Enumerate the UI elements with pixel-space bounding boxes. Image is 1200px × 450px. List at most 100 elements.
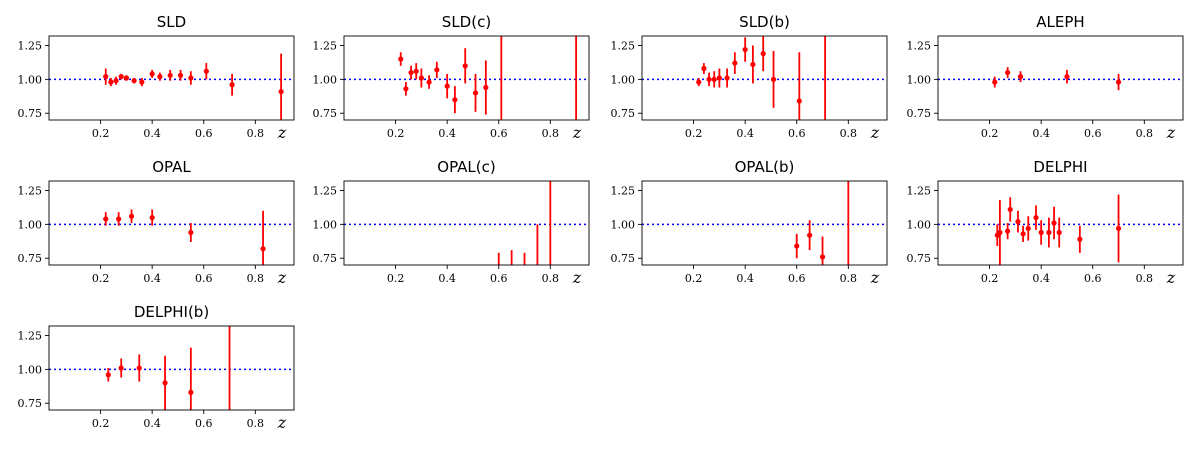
- data-layer: [992, 67, 1122, 91]
- x-tick-label: 0.8: [840, 127, 858, 140]
- data-layer: [994, 194, 1122, 265]
- data-point: [157, 74, 163, 80]
- data-point: [462, 63, 468, 69]
- x-tick-label: 0.8: [542, 127, 560, 140]
- data-point: [1077, 236, 1083, 242]
- data-point: [997, 229, 1003, 236]
- x-tick-label: 0.4: [143, 417, 161, 430]
- axes-frame: [48, 180, 295, 266]
- panel-title: DELPHI: [1033, 158, 1087, 176]
- y-tick-label: 0.75: [907, 107, 932, 120]
- data-point: [408, 69, 414, 76]
- y-tick-label: 1.00: [18, 73, 43, 86]
- x-tick-label: 0.6: [788, 272, 806, 285]
- data-point: [807, 232, 813, 238]
- panel-7: DELPHI 0.75 1.00 1.25 0.2 0.4 0.6 0.8 z: [907, 158, 1184, 287]
- y-tick-label: 1.00: [18, 218, 43, 231]
- data-point: [452, 97, 458, 103]
- data-point: [1064, 74, 1070, 80]
- data-point: [1033, 214, 1039, 221]
- x-tick-label: 0.2: [387, 272, 405, 285]
- y-tick-label: 1.25: [18, 39, 43, 52]
- data-point: [1017, 74, 1024, 80]
- data-point: [123, 75, 129, 81]
- panel-title: OPAL(c): [437, 158, 495, 176]
- y-tick-label: 0.75: [313, 107, 338, 120]
- x-tick-label: 0.4: [736, 272, 754, 285]
- x-tick-label: 0.8: [1136, 127, 1154, 140]
- data-point: [1051, 220, 1057, 226]
- panel-2: SLD(b) 0.75 1.00 1.25 0.2 0.4 0.6 0.8 z: [611, 13, 888, 142]
- data-point: [103, 74, 109, 80]
- y-tick-label: 1.25: [611, 39, 636, 52]
- x-tick-label: 0.6: [788, 127, 806, 140]
- x-tick-label: 0.2: [92, 417, 110, 430]
- x-axis-label: z: [277, 413, 287, 432]
- data-point: [711, 76, 717, 82]
- data-point: [128, 213, 135, 219]
- x-tick-label: 0.4: [438, 127, 456, 140]
- data-point: [188, 75, 194, 81]
- x-tick-label: 0.6: [195, 127, 213, 140]
- data-point: [742, 46, 748, 53]
- axes-frame: [641, 35, 888, 121]
- y-tick-label: 1.25: [18, 329, 43, 342]
- y-tick-label: 1.00: [611, 73, 636, 86]
- data-layer: [794, 181, 850, 265]
- data-point: [278, 88, 284, 95]
- y-tick-label: 0.75: [611, 252, 636, 265]
- data-point: [149, 214, 155, 221]
- data-point: [434, 67, 440, 73]
- axes-frame: [937, 180, 1184, 266]
- x-tick-label: 0.6: [1084, 127, 1102, 140]
- data-layer: [398, 36, 578, 120]
- x-tick-label: 0.4: [143, 127, 161, 140]
- x-tick-label: 0.6: [490, 272, 508, 285]
- data-point: [1020, 231, 1026, 237]
- x-tick-label: 0.6: [195, 417, 213, 430]
- data-layer: [103, 209, 266, 265]
- y-tick-label: 0.75: [313, 252, 338, 265]
- x-axis-label: z: [572, 123, 582, 142]
- x-tick-label: 0.4: [143, 272, 161, 285]
- data-point: [108, 79, 114, 85]
- x-axis-label: z: [277, 268, 287, 287]
- data-point: [136, 365, 142, 371]
- data-point: [188, 389, 194, 395]
- x-tick-label: 0.8: [542, 272, 560, 285]
- y-tick-label: 1.00: [611, 218, 636, 231]
- x-tick-label: 0.2: [685, 272, 703, 285]
- data-point: [177, 72, 184, 78]
- data-point: [1056, 229, 1062, 236]
- data-point: [167, 72, 173, 78]
- data-point: [203, 68, 209, 74]
- panel-3: ALEPH 0.75 1.00 1.25 0.2 0.4 0.6 0.8 z: [907, 13, 1184, 142]
- y-tick-label: 1.00: [907, 73, 932, 86]
- data-point: [794, 243, 800, 249]
- data-point: [260, 246, 266, 252]
- y-tick-label: 1.25: [907, 39, 932, 52]
- data-point: [701, 65, 707, 72]
- x-tick-label: 0.8: [247, 272, 265, 285]
- data-point: [413, 68, 419, 74]
- data-point: [1025, 225, 1031, 232]
- y-tick-label: 1.00: [18, 363, 43, 376]
- x-axis-label: z: [1166, 123, 1176, 142]
- x-tick-label: 0.2: [685, 127, 703, 140]
- data-point: [992, 79, 998, 85]
- data-layer: [105, 326, 231, 410]
- data-point: [116, 216, 122, 222]
- data-point: [418, 75, 424, 81]
- y-tick-label: 0.75: [611, 107, 636, 120]
- x-tick-label: 0.4: [1032, 127, 1050, 140]
- panel-title: SLD(b): [739, 13, 790, 31]
- y-tick-label: 0.75: [18, 107, 43, 120]
- data-point: [732, 60, 738, 66]
- data-point: [472, 90, 479, 96]
- data-point: [1038, 229, 1044, 236]
- data-point: [188, 229, 194, 236]
- x-tick-label: 0.2: [387, 127, 405, 140]
- x-tick-label: 0.4: [438, 272, 456, 285]
- data-point: [118, 365, 124, 371]
